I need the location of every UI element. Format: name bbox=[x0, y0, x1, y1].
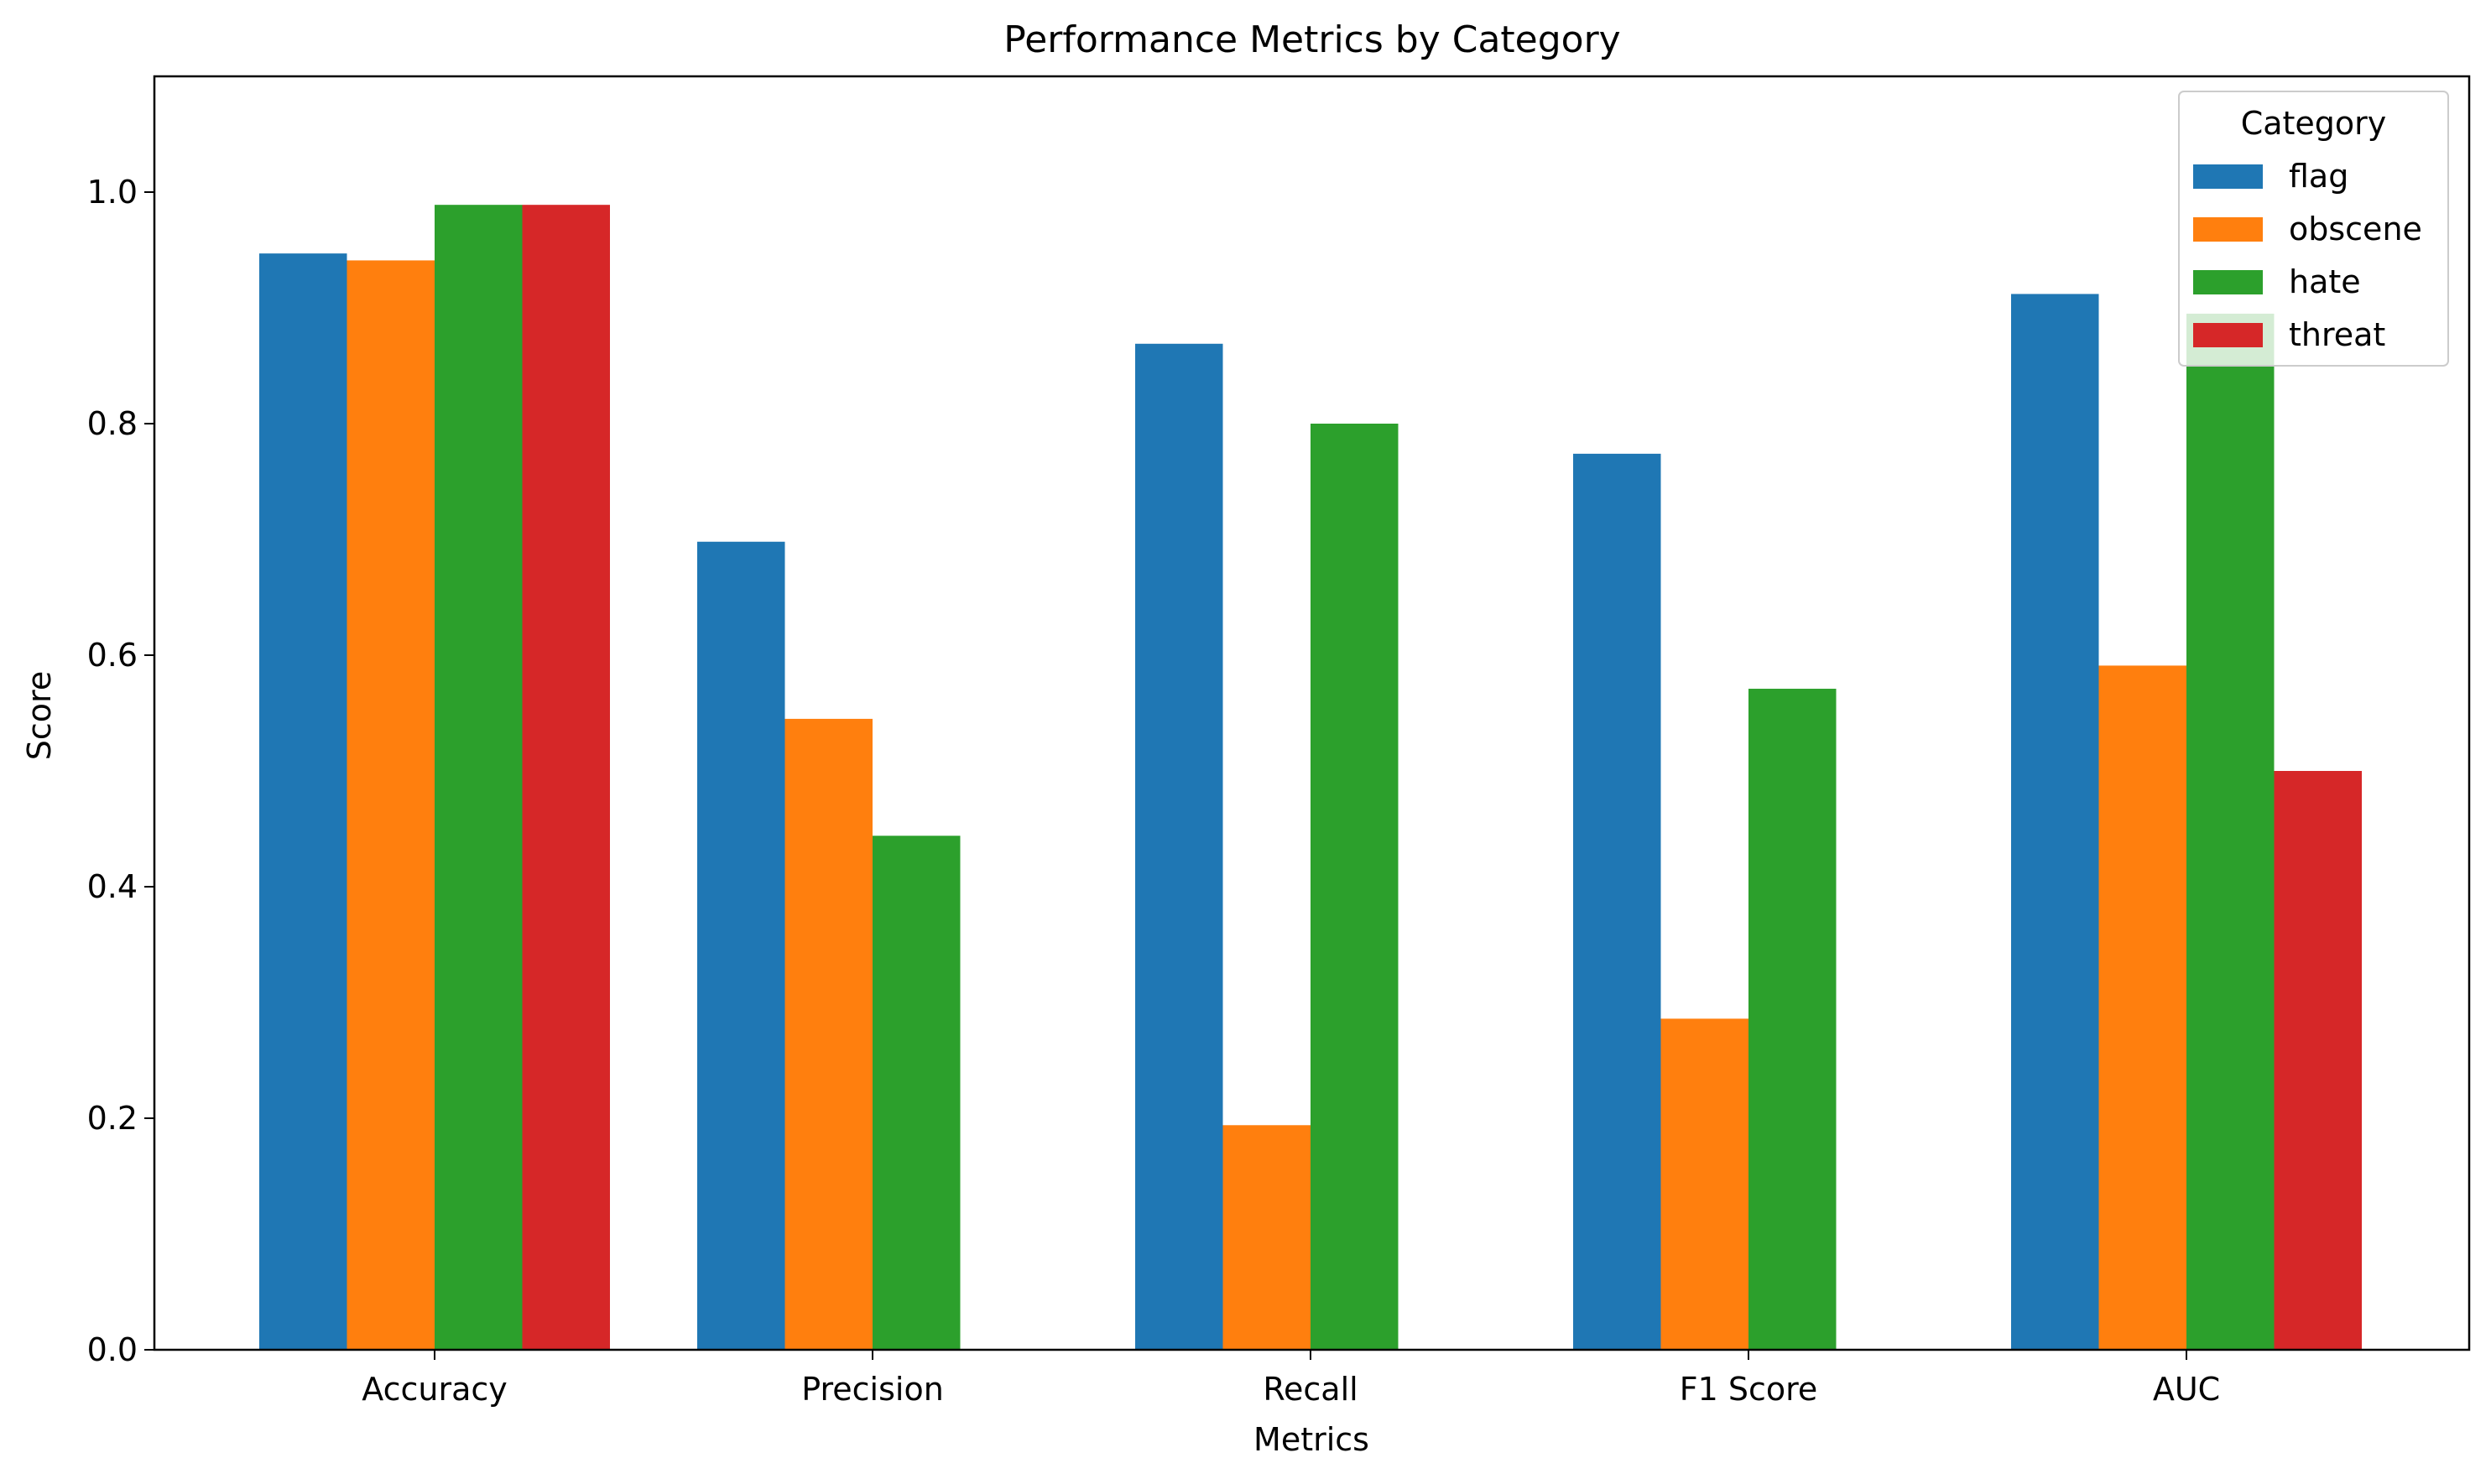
bar-flag-precision bbox=[697, 541, 785, 1350]
x-tick-label: AUC bbox=[2153, 1371, 2220, 1408]
bar-obscene-recall bbox=[1222, 1125, 1311, 1350]
legend-swatch-flag bbox=[2193, 164, 2263, 189]
bar-hate-recall bbox=[1311, 424, 1399, 1350]
legend-swatch-obscene bbox=[2193, 217, 2263, 242]
plot-frame bbox=[153, 75, 2471, 1351]
x-tick-label: F1 Score bbox=[1680, 1371, 1818, 1408]
bar-hate-accuracy bbox=[435, 205, 523, 1351]
bar-obscene-accuracy bbox=[347, 260, 435, 1350]
bar-flag-accuracy bbox=[259, 253, 347, 1350]
bar-flag-recall bbox=[1135, 343, 1223, 1350]
legend-title: Category bbox=[2241, 105, 2387, 142]
x-tick-label: Precision bbox=[801, 1371, 944, 1408]
legend-box bbox=[2178, 91, 2449, 367]
legend-swatch-hate bbox=[2193, 270, 2263, 294]
bars-layer bbox=[259, 205, 2362, 1351]
bar-obscene-auc bbox=[2098, 665, 2186, 1350]
chart-title: Performance Metrics by Category bbox=[1003, 18, 1620, 61]
bar-threat-accuracy bbox=[522, 205, 610, 1351]
y-tick-label: 0.6 bbox=[87, 637, 138, 674]
legend-label-threat: threat bbox=[2289, 316, 2385, 353]
y-tick-label: 0.0 bbox=[87, 1331, 138, 1368]
y-tick-label: 0.4 bbox=[87, 868, 138, 905]
axes-layer: 0.0 0.2 0.4 0.6 0.8 1.0 Accuracy Precision Recal… bbox=[87, 75, 2471, 1408]
bar-obscene-f1-score bbox=[1660, 1018, 1748, 1350]
bar-threat-auc bbox=[2274, 771, 2362, 1350]
y-tick-label: 0.8 bbox=[87, 405, 138, 442]
legend-label-obscene: obscene bbox=[2289, 211, 2422, 247]
bar-hate-precision bbox=[873, 836, 961, 1350]
legend-label-hate: hate bbox=[2289, 263, 2361, 300]
x-tick-label: Accuracy bbox=[362, 1371, 508, 1408]
legend-swatch-threat bbox=[2193, 323, 2263, 347]
bar-flag-f1-score bbox=[1573, 453, 1661, 1350]
y-tick-label: 1.0 bbox=[87, 174, 138, 211]
x-tick-label: Recall bbox=[1263, 1371, 1358, 1408]
bar-obscene-precision bbox=[784, 718, 873, 1350]
y-tick-label: 0.2 bbox=[87, 1100, 138, 1137]
x-axis-label: Metrics bbox=[1253, 1421, 1369, 1458]
bar-hate-auc bbox=[2186, 313, 2275, 1350]
legend: Category flag obscene hate threat bbox=[2178, 91, 2449, 367]
y-axis-label: Score bbox=[21, 671, 58, 760]
bar-flag-auc bbox=[2011, 294, 2099, 1351]
bar-hate-f1-score bbox=[1748, 689, 1837, 1350]
legend-label-flag: flag bbox=[2289, 158, 2348, 195]
